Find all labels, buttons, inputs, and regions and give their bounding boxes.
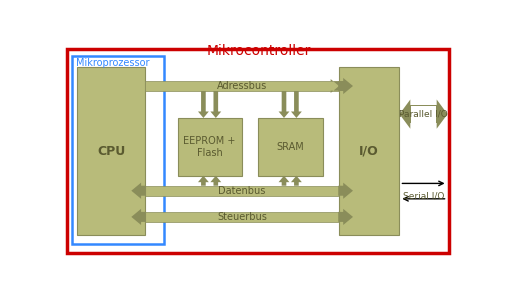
- Text: Mikroprozessor: Mikroprozessor: [76, 58, 149, 68]
- Text: Steuerbus: Steuerbus: [217, 212, 267, 222]
- Polygon shape: [291, 176, 302, 186]
- Bar: [411, 106, 436, 123]
- Polygon shape: [437, 99, 447, 129]
- Polygon shape: [338, 209, 353, 225]
- Bar: [259, 118, 323, 176]
- Text: Datenbus: Datenbus: [219, 186, 266, 196]
- Bar: [145, 81, 339, 91]
- Polygon shape: [131, 183, 146, 199]
- Polygon shape: [399, 99, 411, 129]
- Polygon shape: [198, 176, 209, 186]
- Text: SRAM: SRAM: [276, 142, 304, 152]
- Bar: [411, 105, 437, 123]
- Text: I/O: I/O: [360, 145, 379, 157]
- Bar: [339, 67, 399, 235]
- Text: Mikrocontroller: Mikrocontroller: [206, 44, 311, 58]
- Bar: [145, 186, 339, 196]
- Bar: [145, 212, 339, 222]
- Polygon shape: [338, 78, 353, 94]
- Text: Parallel I/O: Parallel I/O: [399, 110, 448, 119]
- Bar: [178, 118, 242, 176]
- Polygon shape: [338, 183, 353, 199]
- Text: Adressbus: Adressbus: [217, 81, 267, 91]
- Polygon shape: [211, 91, 221, 118]
- Polygon shape: [279, 91, 289, 118]
- Text: Serial I/O: Serial I/O: [403, 191, 444, 200]
- Polygon shape: [198, 91, 209, 118]
- Bar: [72, 56, 164, 244]
- Text: CPU: CPU: [97, 145, 125, 157]
- Polygon shape: [211, 176, 221, 186]
- Polygon shape: [131, 209, 146, 225]
- Polygon shape: [279, 176, 289, 186]
- Bar: [77, 67, 145, 235]
- Polygon shape: [291, 91, 302, 118]
- Text: EEPROM +
Flash: EEPROM + Flash: [183, 136, 236, 158]
- Polygon shape: [331, 79, 339, 93]
